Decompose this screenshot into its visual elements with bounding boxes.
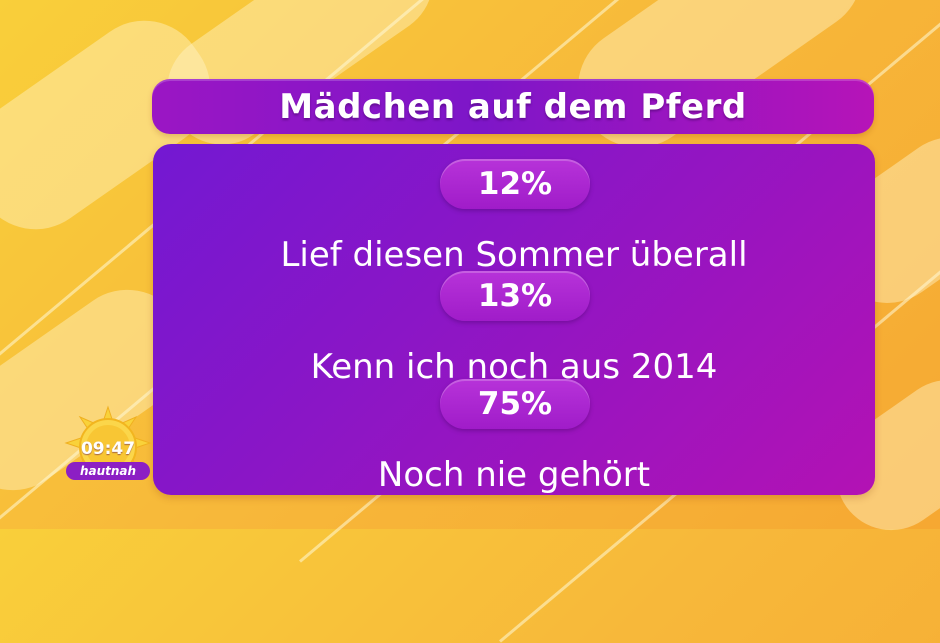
results-panel: 12% Lief diesen Sommer überall 13% Kenn …: [153, 144, 875, 495]
show-logo: 09:47 hautnah: [58, 405, 158, 485]
answer-label: Noch nie gehört: [377, 455, 651, 495]
page-title: Mädchen auf dem Pferd: [279, 86, 747, 127]
clock-time: 09:47: [80, 439, 136, 459]
percent-value: 13%: [477, 278, 553, 314]
show-name: hautnah: [66, 462, 150, 480]
percent-value: 12%: [477, 166, 553, 202]
percent-badge: 75%: [440, 379, 590, 429]
percent-badge: 13%: [440, 271, 590, 321]
title-bar: Mädchen auf dem Pferd: [152, 79, 874, 134]
percent-badge: 12%: [440, 159, 590, 209]
answer-label: Lief diesen Sommer überall: [280, 235, 748, 275]
percent-value: 75%: [477, 386, 553, 422]
